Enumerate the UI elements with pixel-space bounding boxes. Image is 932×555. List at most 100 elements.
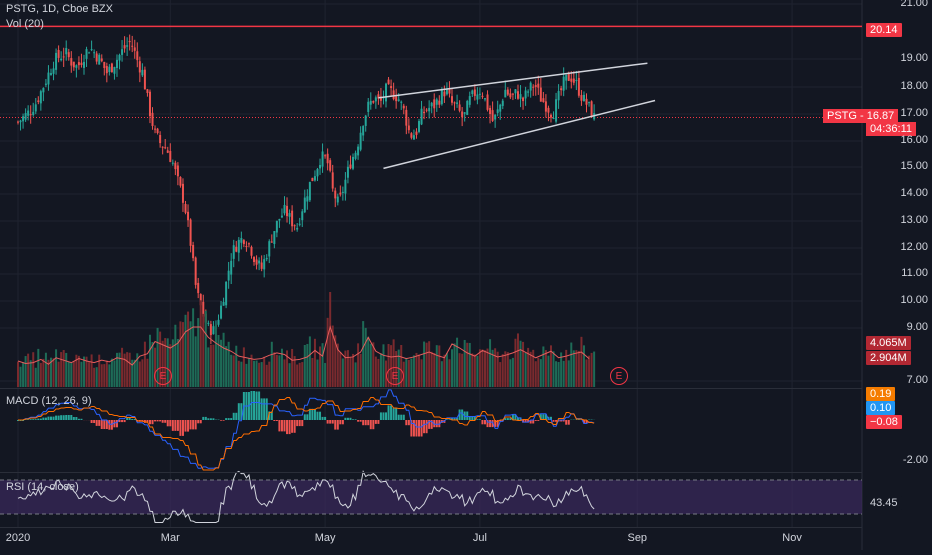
candle-body — [563, 77, 565, 91]
earnings-marker-3[interactable]: E — [610, 367, 628, 385]
volume-bar — [250, 355, 252, 387]
candle-body — [550, 115, 552, 118]
volume-bar — [377, 359, 379, 387]
candle-body — [223, 302, 225, 306]
earnings-marker-2[interactable]: E — [386, 367, 404, 385]
macd-hist-bar — [322, 417, 324, 420]
candle-body — [245, 246, 247, 247]
macd-hist-bar — [568, 420, 570, 425]
candle-body — [167, 150, 169, 152]
macd-hist-bar — [365, 420, 367, 425]
volume-bar — [583, 345, 585, 387]
candle-body — [418, 121, 420, 132]
volume-bar — [144, 342, 146, 387]
volume-bar — [418, 355, 420, 387]
candle-body — [190, 220, 192, 246]
candle-body — [502, 101, 504, 106]
candle-body — [225, 282, 227, 305]
candle-body — [360, 133, 362, 150]
candle-body — [185, 204, 187, 213]
candle-body — [466, 101, 468, 115]
macd-hist-bar — [220, 420, 222, 421]
volume-bar — [558, 362, 560, 387]
candle-body — [17, 122, 19, 123]
candle-body — [294, 225, 296, 226]
macd-hist-bar — [398, 415, 400, 420]
candle-body — [580, 95, 582, 101]
volume-bar — [58, 362, 60, 387]
macd-hist-bar — [210, 418, 212, 420]
candle-body — [266, 258, 268, 259]
candle-body — [96, 53, 98, 61]
candle-body — [144, 70, 146, 90]
candle-body — [98, 55, 100, 65]
earnings-marker-1[interactable]: E — [154, 367, 172, 385]
candle-body — [426, 110, 428, 111]
candle-body — [27, 111, 29, 116]
pane-separator-rsi[interactable] — [0, 472, 862, 473]
candle-body — [431, 103, 433, 106]
volume-bar — [441, 361, 443, 387]
macd-hist-bar — [484, 420, 486, 424]
volume-bar — [296, 365, 298, 387]
volume-bar — [45, 353, 47, 387]
candle-body — [370, 101, 372, 105]
macd-hist-bar — [101, 420, 103, 429]
macd-hist-bar — [553, 420, 555, 422]
candle-body — [172, 163, 174, 164]
candle-body — [63, 56, 65, 57]
volume-bar — [428, 341, 430, 387]
candle-body — [108, 67, 110, 72]
macd-legend: MACD (12, 26, 9) — [6, 395, 92, 407]
macd-hist-bar — [349, 418, 351, 420]
candle-body — [413, 135, 415, 139]
candle-body — [481, 96, 483, 97]
candle-body — [400, 102, 402, 103]
candle-body — [25, 113, 27, 120]
volume-bar — [489, 339, 491, 387]
macd-hist-bar — [202, 417, 204, 420]
candle-body — [454, 102, 456, 103]
macd-hist-bar — [423, 420, 425, 433]
macd-hist-bar — [103, 420, 105, 429]
macd-hist-bar — [212, 418, 214, 420]
volume-bar — [55, 349, 57, 387]
macd-hist-bar — [172, 420, 174, 431]
candle-body — [126, 45, 128, 46]
volume-bar — [459, 353, 461, 387]
volume-bar — [258, 363, 260, 387]
candle-body — [243, 240, 245, 244]
candle-body — [197, 283, 199, 293]
volume-bar — [421, 359, 423, 387]
candle-body — [423, 112, 425, 113]
macd-hist-bar — [149, 420, 151, 424]
candle-body — [537, 84, 539, 88]
macd-hist-bar — [228, 418, 230, 420]
macd-hist-bar — [225, 418, 227, 420]
volume-bar — [225, 346, 227, 387]
macd-hist-bar — [154, 420, 156, 421]
volume-bar — [22, 362, 24, 387]
candle-body — [291, 211, 293, 227]
rsi-legend: RSI (14, close) — [6, 481, 79, 493]
volume-bar — [243, 347, 245, 387]
candle-body — [575, 80, 577, 81]
candle-body — [207, 323, 209, 324]
y-tick-label: 19.00 — [872, 52, 928, 64]
macd-hist-bar — [60, 415, 62, 420]
macd-tag-macd: 0.10 — [866, 401, 895, 415]
candle-body — [499, 105, 501, 112]
macd-hist-bar — [177, 420, 179, 431]
volume-bar — [195, 336, 197, 387]
x-tick-label: Nov — [782, 532, 802, 544]
x-tick-label: May — [315, 532, 336, 544]
pane-separator-macd[interactable] — [0, 388, 862, 389]
volume-bar — [245, 364, 247, 387]
macd-hist-bar — [159, 420, 161, 421]
macd-hist-bar — [70, 415, 72, 420]
volume-bar — [17, 362, 19, 387]
y-tick-label: 21.00 — [872, 0, 928, 9]
volume-bar — [108, 364, 110, 387]
